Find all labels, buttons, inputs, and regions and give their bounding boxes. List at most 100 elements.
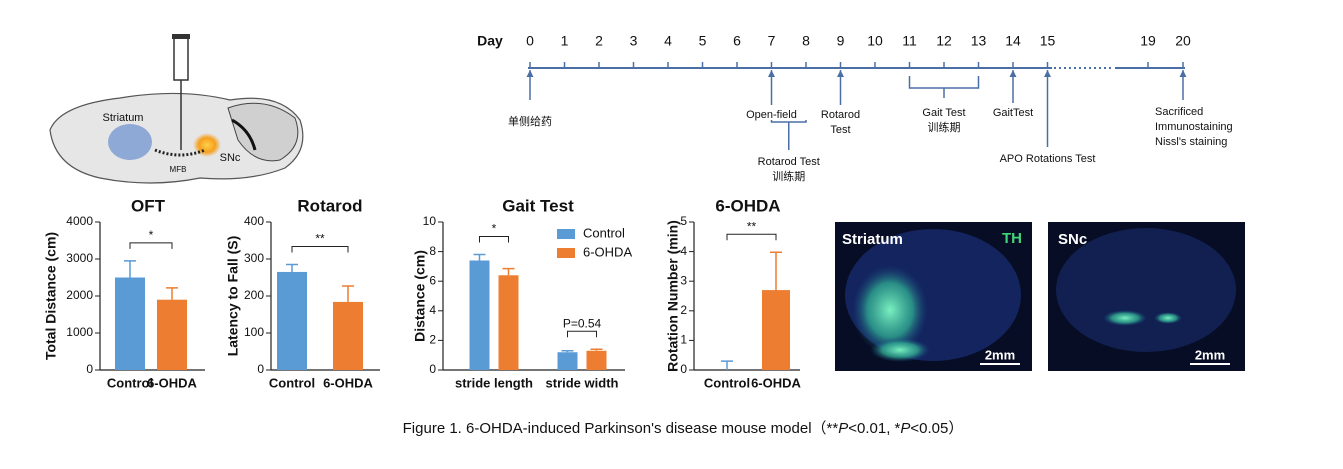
timeline-label: Day <box>477 33 503 49</box>
day-label: 11 <box>902 33 917 49</box>
bar <box>557 352 578 370</box>
brain-label: Striatum <box>103 112 144 124</box>
event-label: Rotarod Test <box>758 156 820 168</box>
significance-label: * <box>492 222 497 236</box>
error-bar <box>502 267 515 276</box>
arrowhead <box>837 70 844 77</box>
bar <box>333 301 363 370</box>
y-tick-label: 1000 <box>66 325 93 339</box>
significance-bracket <box>479 236 509 243</box>
legend-swatch <box>557 229 575 239</box>
bracket <box>908 76 980 89</box>
x-tick-label: Control <box>704 375 750 390</box>
day-label: 19 <box>1140 33 1156 49</box>
day-label: 2 <box>595 33 603 49</box>
day-label: 8 <box>802 33 810 49</box>
x-tick-label: Control <box>107 375 153 390</box>
event-label: Open-field <box>746 109 797 121</box>
y-tick-label: 1 <box>680 333 687 347</box>
y-tick-label: 4000 <box>66 214 93 228</box>
x-tick-label: stride width <box>546 375 619 390</box>
brain-label: SNc <box>220 152 241 164</box>
day-label: 12 <box>936 33 952 49</box>
y-axis-label: Distance (cm) <box>412 250 428 342</box>
error-bar <box>473 253 486 261</box>
arrowhead <box>526 70 534 77</box>
x-tick-label: Control <box>269 375 315 390</box>
bar <box>157 299 187 370</box>
y-tick-label: 8 <box>429 244 436 258</box>
x-tick-label: 6-OHDA <box>323 375 373 390</box>
event-label: Rotarod <box>821 109 860 121</box>
y-axis-label: Rotation Number (min) <box>665 220 681 372</box>
bar <box>586 350 607 370</box>
y-tick-label: 2 <box>680 303 687 317</box>
error-bar <box>590 348 603 351</box>
significance-bracket <box>567 330 597 338</box>
y-tick-label: 0 <box>429 362 436 376</box>
caption-text: <0.05） <box>910 420 963 437</box>
event-label: Test <box>830 124 850 136</box>
y-tick-label: 300 <box>244 251 264 265</box>
event-label: 训练期 <box>772 169 805 183</box>
day-label: 0 <box>526 33 534 49</box>
significance-bracket <box>291 246 349 253</box>
chart-title: Rotarod <box>297 196 362 215</box>
caption-text: P <box>900 420 910 437</box>
error-bar <box>286 263 298 272</box>
significance-label: ** <box>315 232 325 246</box>
event-label: 单侧给药 <box>508 115 552 128</box>
event-label: Gait Test <box>922 107 965 119</box>
day-label: 10 <box>867 33 883 49</box>
event-label: Nissl's staining <box>1155 136 1227 148</box>
arrowhead <box>1179 70 1187 77</box>
arrowhead <box>768 70 775 77</box>
y-tick-label: 6 <box>429 273 436 287</box>
y-tick-label: 3000 <box>66 251 93 265</box>
error-bar <box>561 350 574 353</box>
significance-label: * <box>149 228 154 242</box>
bar <box>762 290 790 370</box>
day-label: 3 <box>630 33 638 49</box>
chart-title: OFT <box>131 196 166 215</box>
event-label: Immunostaining <box>1155 121 1233 133</box>
day-label: 4 <box>664 33 672 49</box>
significance-label: ** <box>747 219 757 233</box>
y-tick-label: 2 <box>429 333 436 347</box>
caption-text: Figure 1. 6-OHDA-induced Parkinson's dis… <box>403 420 839 437</box>
day-label: 9 <box>837 33 845 49</box>
event-label: Sacrificed <box>1155 106 1203 118</box>
x-tick-label: 6-OHDA <box>147 375 197 390</box>
bar <box>115 277 145 370</box>
error-bar <box>770 251 782 291</box>
day-label: 15 <box>1040 33 1056 49</box>
scale-bar-label: 2mm <box>985 347 1015 362</box>
scale-bar-label: 2mm <box>1195 347 1225 362</box>
error-bar <box>124 260 136 278</box>
micrograph-label: Striatum <box>842 231 903 248</box>
bar <box>469 260 490 370</box>
event-label: GaitTest <box>993 107 1033 119</box>
event-label: APO Rotations Test <box>1000 153 1096 165</box>
day-label: 6 <box>733 33 741 49</box>
chart-title: 6-OHDA <box>715 196 780 215</box>
error-bar <box>342 285 354 302</box>
day-label: 1 <box>561 33 569 49</box>
y-tick-label: 0 <box>257 362 264 376</box>
y-tick-label: 3 <box>680 273 687 287</box>
caption: Figure 1. 6-OHDA-induced Parkinson's dis… <box>403 420 964 437</box>
micrograph: SNc 2mm <box>1048 222 1245 371</box>
caption-text: P <box>838 420 848 437</box>
y-tick-label: 400 <box>244 214 264 228</box>
legend-label: 6-OHDA <box>583 244 632 259</box>
chart-title: Gait Test <box>502 196 574 215</box>
y-tick-label: 0 <box>86 362 93 376</box>
day-label: 13 <box>971 33 987 49</box>
bar <box>498 275 519 370</box>
micrograph: Striatum TH 2mm <box>835 222 1032 371</box>
y-tick-label: 4 <box>680 244 687 258</box>
day-label: 7 <box>768 33 776 49</box>
y-tick-label: 5 <box>680 214 687 228</box>
y-axis-label: Latency to Fall (S) <box>225 236 241 357</box>
y-tick-label: 2000 <box>66 288 93 302</box>
